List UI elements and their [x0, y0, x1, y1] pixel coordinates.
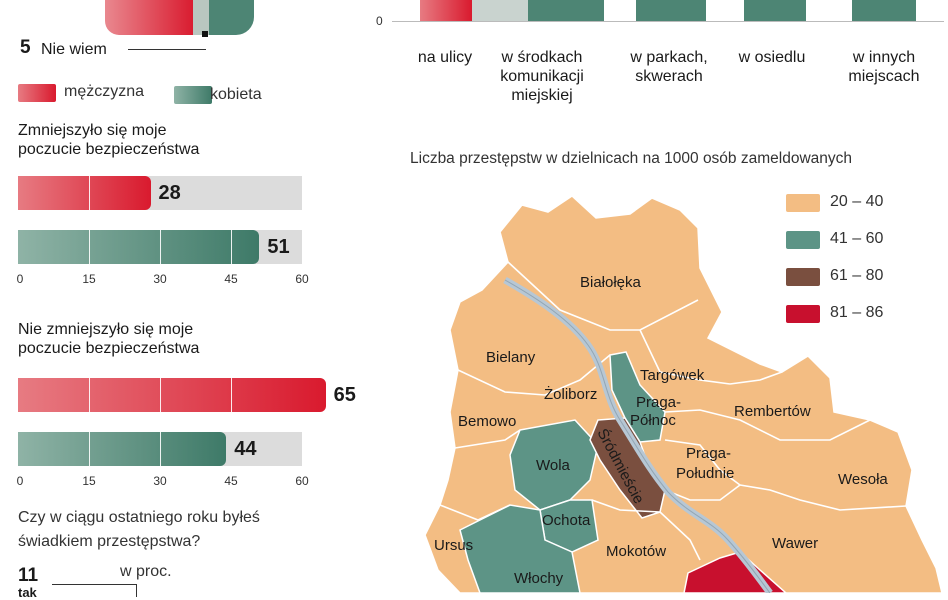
map-legend-swatch — [786, 231, 820, 249]
question-bar-frame — [52, 584, 137, 597]
chart-title-line: poczucie bezpieczeństwa — [18, 340, 200, 357]
axis-tick-label: 0 — [16, 272, 24, 286]
map-legend-swatch — [786, 268, 820, 286]
bar-male — [18, 176, 151, 210]
top-chart-bar-green-3 — [636, 0, 706, 21]
top-chart-bar-green-1 — [472, 0, 528, 21]
axis-tick-label: 30 — [153, 474, 167, 488]
axis-tick-label: 60 — [295, 474, 309, 488]
label-ursus: Ursus — [434, 537, 473, 554]
bar-value-label: 28 — [158, 182, 181, 204]
nie-wiem-label: Nie wiem — [41, 41, 107, 58]
legend-female-swatch — [174, 86, 212, 104]
top-chart-bar-green-2 — [528, 0, 604, 21]
nie-wiem-value: 5 — [20, 37, 31, 58]
label-wlochy: Włochy — [514, 570, 564, 587]
legend-male-label: mężczyzna — [64, 83, 145, 100]
label-praga-polnoc-l2: Północ — [630, 412, 676, 429]
axis-tick-label: 60 — [295, 272, 309, 286]
question-value: 11 — [18, 565, 39, 586]
label-zoliborz: Żoliborz — [544, 385, 597, 403]
pie-slice-unknown — [193, 0, 209, 35]
label-praga-polnoc-l1: Praga- — [636, 394, 681, 411]
axis-tick-label: 0 — [16, 474, 24, 488]
chart-title-line: Zmniejszyło się moje — [18, 122, 167, 139]
map-legend-item: 20 – 40 — [786, 192, 936, 214]
legend-male-swatch — [18, 84, 56, 102]
map-legend-item: 81 – 86 — [786, 303, 936, 325]
pie-slice-male — [105, 0, 195, 35]
top-chart-bar-green-5 — [852, 0, 916, 21]
gridline — [89, 432, 90, 466]
label-targowek: Targówek — [640, 367, 705, 384]
map-legend-label: 61 – 80 — [830, 267, 884, 284]
question-line2: świadkiem przestępstwa? — [18, 533, 201, 550]
gridline — [231, 378, 232, 412]
top-chart-bar-green-4 — [744, 0, 806, 21]
map-legend-swatch — [786, 305, 820, 323]
question-unit: w proc. — [120, 563, 172, 580]
district-praga-polnoc — [609, 351, 666, 443]
label-wola: Wola — [536, 457, 571, 474]
label-praga-poludnie-l1: Praga- — [686, 445, 731, 462]
label-mokotow: Mokotów — [606, 543, 666, 560]
map-title: Liczba przestępstw w dzielnicach na 1000… — [410, 150, 852, 167]
legend-female-label: kobieta — [210, 86, 262, 103]
question-line1: Czy w ciągu ostatniego roku byłeś — [18, 509, 260, 526]
bar-female — [18, 432, 227, 466]
gridline — [231, 230, 232, 264]
top-chart-bar-red — [420, 0, 472, 21]
gridline — [160, 378, 161, 412]
axis-tick-label: 45 — [224, 474, 238, 488]
map-legend-swatch — [786, 194, 820, 212]
label-bielany: Bielany — [486, 349, 536, 366]
axis-tick-label: 15 — [82, 272, 96, 286]
label-bialoleka: Białołęka — [580, 274, 642, 291]
label-praga-poludnie: Praga- Południe — [676, 445, 735, 482]
district-wlochy — [459, 504, 581, 593]
label-ochota: Ochota — [542, 512, 591, 529]
bar-female — [18, 230, 260, 264]
vistula-river-outline — [504, 279, 771, 593]
chart1-title: Zmniejszyło się moje poczucie bezpieczeńs… — [18, 121, 258, 159]
top-chart-category: w środkach komunikacji miejskiej — [500, 49, 584, 104]
map-legend-label: 41 – 60 — [830, 230, 884, 247]
map-legend-label: 20 – 40 — [830, 193, 884, 210]
top-chart-category: na ulicy — [417, 49, 473, 66]
map-legend-item: 61 – 80 — [786, 266, 936, 288]
gridline — [160, 432, 161, 466]
district-borders — [439, 261, 907, 561]
label-praga-polnoc: Praga- Północ — [630, 394, 685, 429]
bar-male — [18, 378, 326, 412]
axis-tick-label: 45 — [224, 272, 238, 286]
top-chart-category: w innych miejscach — [848, 49, 920, 85]
bar-value-label: 51 — [267, 236, 290, 258]
gridline — [89, 176, 90, 210]
nie-wiem-leader-line — [128, 49, 206, 50]
top-chart-category: w parkach, skwerach — [630, 49, 708, 85]
map-legend-label: 81 – 86 — [830, 304, 884, 321]
label-rembertow: Rembertów — [734, 403, 811, 420]
chart2-title: Nie zmniejszyło się moje poczucie bezpiec… — [18, 320, 258, 358]
bar-value-label: 44 — [234, 438, 257, 460]
nie-wiem-leader-dot — [202, 31, 208, 37]
top-chart-category: w osiedlu — [738, 49, 806, 66]
label-wesola: Wesoła — [838, 471, 888, 488]
label-wawer: Wawer — [772, 535, 818, 552]
top-chart-baseline — [392, 21, 944, 22]
axis-tick-label: 30 — [153, 272, 167, 286]
top-chart-axis-zero: 0 — [376, 14, 383, 28]
map-legend-item: 41 – 60 — [786, 229, 936, 251]
label-praga-poludnie-l2: Południe — [676, 465, 734, 482]
pie-slice-female — [209, 0, 254, 35]
gridline — [160, 230, 161, 264]
label-bemowo: Bemowo — [458, 413, 516, 430]
chart-title-line: Nie zmniejszyło się moje — [18, 321, 194, 338]
bar-value-label: 65 — [333, 384, 356, 406]
axis-tick-label: 15 — [82, 474, 96, 488]
gridline — [89, 230, 90, 264]
gridline — [89, 378, 90, 412]
chart-title-line: poczucie bezpieczeństwa — [18, 141, 200, 158]
